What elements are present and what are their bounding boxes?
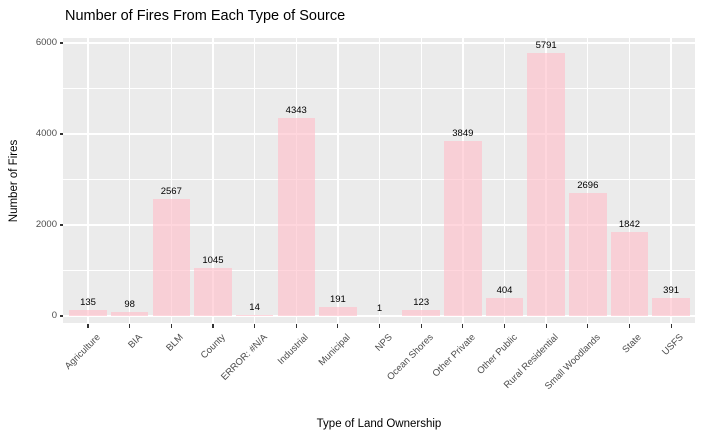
bar-value-label: 14 [249,302,260,314]
x-tick-label: BLM [164,332,187,354]
x-tick-label: Municipal [316,332,353,369]
y-axis-title: Number of Fires [8,139,20,223]
bar [569,193,607,316]
x-tick-mark [670,324,672,328]
x-tick-mark [420,324,422,328]
x-tick-mark [378,324,381,328]
x-tick-mark [628,324,631,328]
y-tick-mark [59,133,63,135]
gridline-major-x [337,38,339,323]
bar [652,298,690,316]
x-tick-label: NPS [372,332,395,354]
y-tick-label: 6000 [35,37,57,48]
gridline-major-x [253,38,256,323]
x-tick-mark [587,324,589,328]
x-axis-title: Type of Land Ownership [316,418,442,430]
bar [485,297,524,316]
bar-value-label: 4343 [285,105,307,117]
y-tick-mark [59,315,63,317]
chart-title: Number of Fires From Each Type of Source [65,8,346,24]
gridline-major-x [587,38,589,323]
gridline-major-x [87,38,89,323]
x-tick-mark [337,324,339,328]
y-tick-mark [59,42,63,44]
gridline-major-x [128,38,131,323]
bar [319,307,357,316]
bar-value-label: 135 [80,296,96,308]
x-tick-label: State [620,332,645,356]
x-tick-label: Agriculture [62,332,103,372]
bar [610,232,649,316]
bar-value-label: 404 [496,284,513,296]
x-tick-mark [170,324,172,328]
gridline-major-x [628,38,631,323]
x-tick-label: BIA [125,332,145,351]
bar [110,311,149,316]
bar [69,309,107,316]
bar-value-label: 3849 [452,127,474,139]
y-tick-mark [59,224,63,226]
x-tick-mark [129,324,131,328]
bar [277,118,315,316]
gridline-major-x [670,38,672,323]
bar-value-label: 191 [329,294,346,306]
x-tick-mark [87,324,89,328]
gridline-major-x [420,38,422,323]
x-tick-mark [503,324,506,328]
x-tick-mark [212,324,214,328]
y-tick-label: 0 [51,310,57,321]
bar-value-label: 2567 [160,186,182,198]
x-tick-label: Other Private [430,332,478,380]
x-tick-mark [295,324,297,328]
plot-panel: 135 98 2567 1045 14 4343 191 1 123 3849 404 5791 269… [63,38,695,323]
x-tick-mark [462,324,464,328]
bar [235,315,274,316]
bar-value-label: 391 [663,285,680,297]
x-tick-mark [545,324,547,328]
bar-value-label: 123 [413,297,430,309]
x-tick-label: County [198,332,228,362]
gridline-major-x [378,38,381,323]
bar-value-label: 1 [376,302,383,314]
y-tick-label: 2000 [35,219,57,230]
bar [527,52,565,316]
bar-value-label: 98 [124,298,135,310]
x-tick-mark [254,324,256,328]
bar-value-label: 5791 [535,39,557,51]
bar-value-label: 1842 [618,219,640,231]
bar [152,199,191,316]
gridline-major-x [503,38,506,323]
y-tick-label: 4000 [35,128,57,139]
gridline-major-x [212,38,214,323]
bar-value-label: 2696 [577,180,599,192]
bar [402,310,440,316]
bar [444,140,482,316]
bar-value-label: 1045 [202,255,224,267]
x-tick-label: USFS [660,332,686,358]
x-tick-label: Industrial [275,332,312,368]
bar [194,268,232,316]
x-tick-label: Other Public [474,332,520,377]
gridline-major-x [170,38,172,323]
